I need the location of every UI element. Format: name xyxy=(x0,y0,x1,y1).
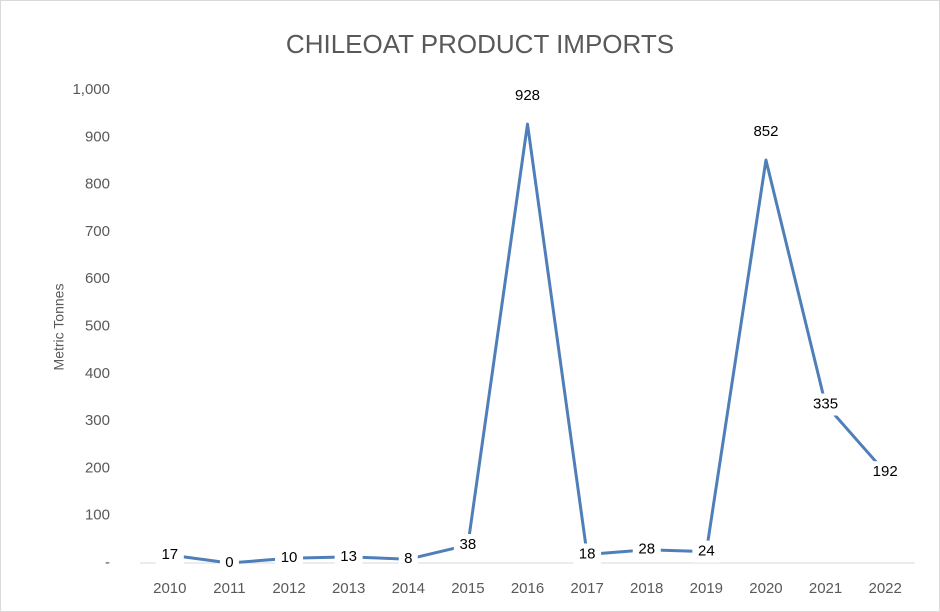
y-tick-label: 300 xyxy=(85,412,110,429)
label-background xyxy=(866,461,904,484)
x-tick-label: 2010 xyxy=(153,580,186,597)
data-label: 13 xyxy=(340,548,357,565)
y-tick-label: 400 xyxy=(85,365,110,382)
data-label: 18 xyxy=(579,545,596,562)
label-background xyxy=(453,534,482,557)
label-background xyxy=(334,545,363,568)
x-tick-label: 2014 xyxy=(392,580,425,597)
label-background xyxy=(155,543,184,566)
x-tick-label: 2017 xyxy=(570,580,603,597)
x-tick-label: 2022 xyxy=(869,580,902,597)
data-label: 24 xyxy=(698,543,715,560)
x-tick-label: 2013 xyxy=(332,580,365,597)
y-tick-label: 1,000 xyxy=(72,81,110,98)
y-tick-label: 500 xyxy=(85,317,110,334)
data-label: 928 xyxy=(515,87,540,104)
y-tick-label: 900 xyxy=(85,128,110,145)
y-tick-label: 800 xyxy=(85,176,110,193)
x-tick-label: 2012 xyxy=(272,580,305,597)
x-tick-label: 2018 xyxy=(630,580,663,597)
label-background xyxy=(219,552,239,574)
data-label: 10 xyxy=(281,549,298,566)
chart-title: CHILEOAT PRODUCT IMPORTS xyxy=(286,29,674,59)
label-background xyxy=(807,393,845,416)
label-background xyxy=(573,543,602,566)
data-label: 852 xyxy=(753,123,778,140)
x-tick-label: 2011 xyxy=(213,580,245,597)
y-tick-label: 600 xyxy=(85,270,110,287)
data-label: 335 xyxy=(813,396,838,413)
y-axis-label: Metric Tonnes xyxy=(51,284,67,371)
y-tick-label: 700 xyxy=(85,223,110,240)
x-tick-label: 2020 xyxy=(749,580,782,597)
y-tick-label: - xyxy=(105,554,110,571)
data-label: 192 xyxy=(873,463,898,480)
y-tick-label: 200 xyxy=(85,459,110,476)
label-background xyxy=(398,548,418,571)
y-tick-label: 100 xyxy=(85,507,110,524)
data-label: 28 xyxy=(638,541,655,558)
label-background xyxy=(692,540,721,563)
x-tick-label: 2016 xyxy=(511,580,544,597)
x-tick-label: 2015 xyxy=(451,580,484,597)
data-label: 0 xyxy=(225,554,233,571)
x-tick-label: 2019 xyxy=(690,580,723,597)
label-background xyxy=(632,538,661,561)
data-label: 38 xyxy=(460,536,477,553)
data-label: 17 xyxy=(161,546,178,563)
label-background xyxy=(275,547,304,570)
x-tick-label: 2021 xyxy=(809,580,842,597)
data-label: 8 xyxy=(404,550,412,567)
